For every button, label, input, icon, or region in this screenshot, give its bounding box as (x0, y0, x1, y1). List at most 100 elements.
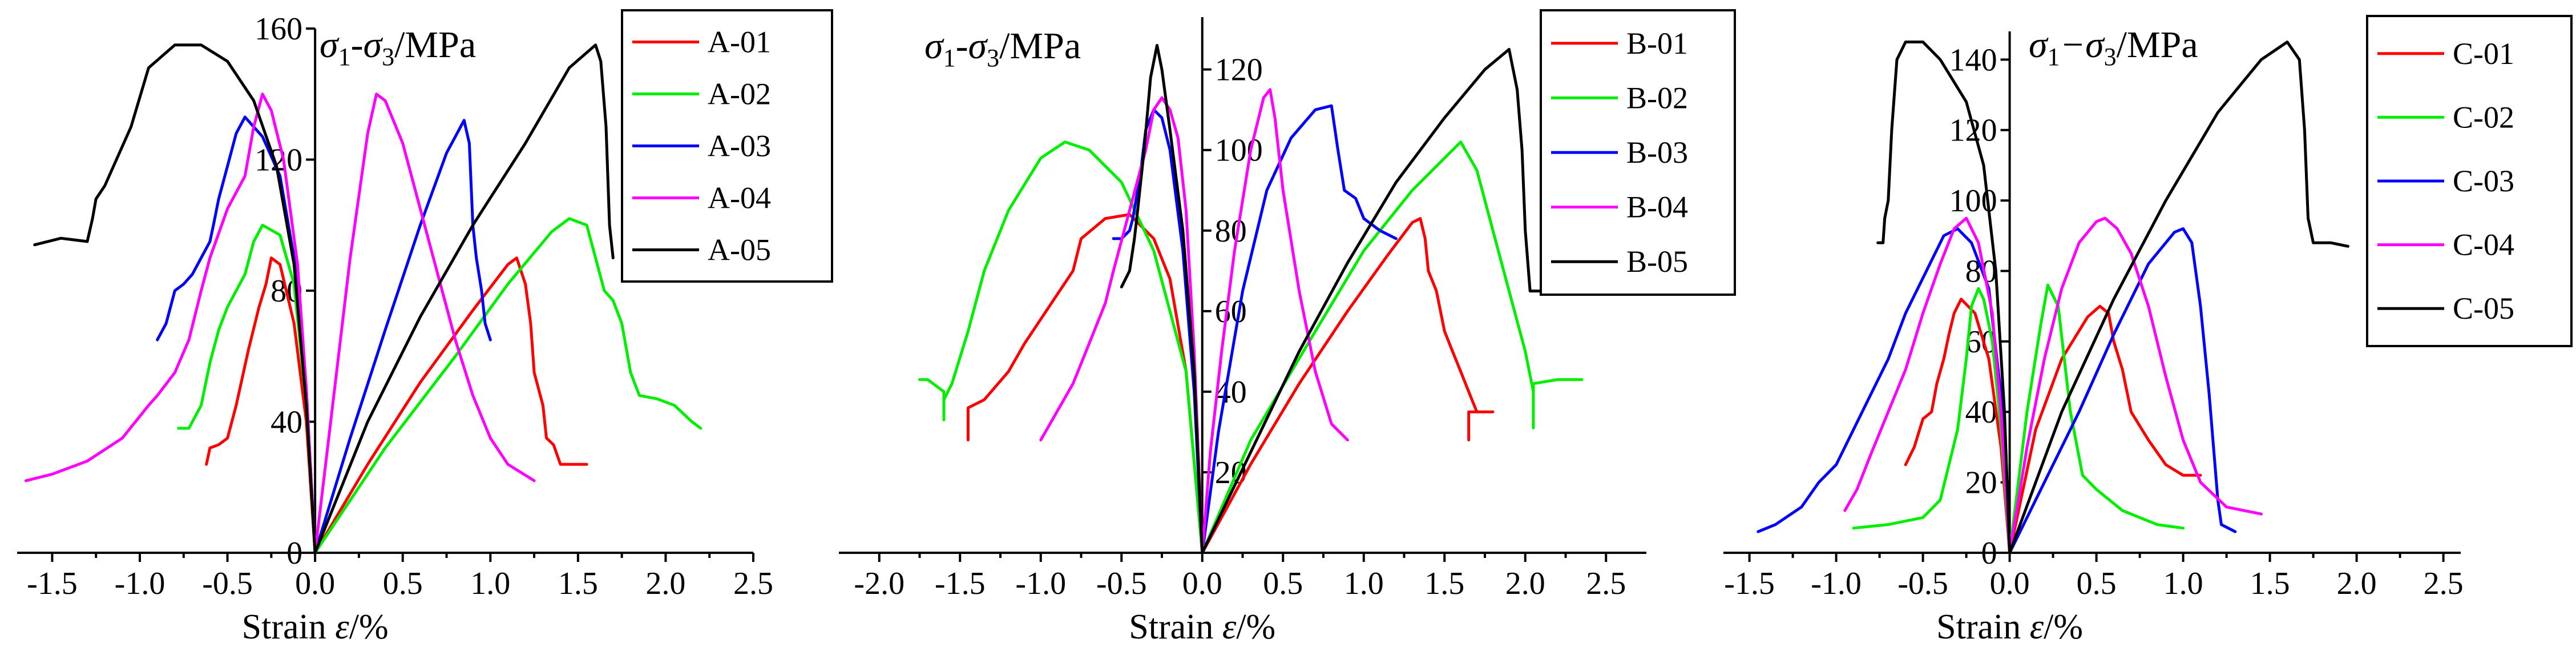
series-line-c-01-right (2008, 304, 2202, 555)
panel-a: -1.5 -1.0 -0.5 0.0 0.5 1.0 1.5 2.0 2.50408012016… (17, 9, 833, 646)
y-axis-label-part: σ (2029, 24, 2049, 66)
series-a-02 (177, 217, 702, 555)
y-tick-label: 160 (255, 11, 302, 47)
y-tick-label: 80 (1215, 214, 1247, 249)
series-c-02 (1852, 283, 2185, 555)
legend-label-c-03: C-03 (2453, 164, 2514, 198)
series-a-03 (156, 115, 492, 555)
x-axis-label-part: /% (349, 608, 389, 646)
x-tick-label: 2.5 (733, 566, 773, 601)
x-axis-label-part: ε (335, 608, 349, 646)
y-axis-label-part: σ (320, 24, 340, 66)
x-tick-label: 2.5 (1586, 566, 1626, 601)
series-line-a-04-left (24, 93, 317, 555)
x-axis-label: Strain ε/% (242, 608, 389, 646)
y-axis-label-part: -σ (351, 24, 383, 66)
y-axis-label: σ1−σ3/MPa (2029, 24, 2198, 71)
y-tick-label: 140 (1949, 42, 1997, 78)
x-tick-label: 1.0 (470, 566, 510, 601)
x-tick-label: 1.5 (1424, 566, 1464, 601)
x-axis-label-part: ε (2030, 608, 2044, 646)
series-b-03 (1112, 104, 1398, 555)
y-axis-label-part: /MPa (999, 25, 1081, 67)
legend-label-c-04: C-04 (2453, 228, 2514, 262)
legend: A-01 A-02 A-03 A-04 A-05 (621, 9, 833, 283)
y-axis-label: σ1-σ3/MPa (320, 24, 476, 71)
series-c-01 (1904, 298, 2202, 555)
y-axis-label-part: 3 (382, 43, 394, 71)
series-line-c-05-left (1876, 41, 2012, 555)
legend: B-01 B-02 B-03 B-04 B-05 (1540, 9, 1736, 296)
series-b-05 (1120, 43, 1543, 555)
x-axis-label: Strain ε/% (1129, 608, 1275, 646)
y-axis-label-part: /MPa (2117, 24, 2198, 66)
series-line-c-03-right (2008, 227, 2237, 555)
x-tick-label: 0.5 (1263, 566, 1303, 601)
series-line-a-02-left (177, 223, 317, 555)
series-line-c-04-left (1843, 216, 2012, 555)
legend-label-b-04: B-04 (1626, 190, 1688, 224)
x-axis-label: Strain ε/% (1936, 608, 2083, 646)
series-line-c-03-left (1757, 227, 2012, 555)
x-axis-label-part: /% (2044, 608, 2083, 646)
legend-label-b-02: B-02 (1626, 81, 1688, 115)
legend-label-a-03: A-03 (708, 129, 771, 163)
y-axis-label-part: 1 (943, 44, 956, 72)
x-tick-label: 2.0 (2337, 566, 2377, 601)
x-tick-label: 0.0 (1182, 566, 1222, 601)
x-tick-label: 2.5 (2424, 566, 2464, 601)
series-b-01 (966, 213, 1495, 555)
series-b-04 (1039, 88, 1349, 555)
legend-label-c-02: C-02 (2453, 100, 2514, 134)
legend-label-a-04: A-04 (708, 181, 771, 215)
series-line-b-02-left (918, 140, 1204, 555)
series-line-c-01-left (1904, 298, 2012, 555)
x-tick-label: -1.0 (115, 566, 165, 601)
series-line-b-04-right (1201, 88, 1349, 555)
series-line-b-01-left (966, 213, 1204, 555)
x-tick-label: -1.5 (935, 566, 986, 601)
x-tick-label: 1.5 (2250, 566, 2290, 601)
series-line-a-05-left (33, 43, 317, 555)
y-axis-label-part: 3 (987, 44, 999, 72)
y-axis-label-part: /MPa (394, 24, 476, 66)
series-line-b-04-left (1039, 96, 1204, 555)
x-tick-label: -0.5 (202, 566, 253, 601)
y-axis-label: σ1-σ3/MPa (924, 25, 1081, 72)
x-tick-label: -1.5 (27, 566, 78, 601)
panel-b: -2.0 -1.5 -1.0 -0.5 0.0 0.5 1.0 1.5 2.0 2.5204060… (839, 9, 1736, 646)
x-tick-label: 1.0 (2163, 566, 2203, 601)
series-line-a-01-left (205, 256, 317, 555)
legend-label-a-02: A-02 (708, 77, 771, 111)
series-line-c-02-left (1852, 287, 2012, 555)
x-tick-label: 1.0 (1344, 566, 1384, 601)
x-tick-label: 0.5 (383, 566, 423, 601)
y-tick-label: 0 (1981, 536, 1997, 571)
x-axis-label-part: Strain (1936, 608, 2030, 646)
x-tick-label: -2.0 (854, 566, 905, 601)
y-tick-label: 20 (1965, 465, 1997, 501)
series-line-b-01-right (1201, 217, 1495, 555)
x-tick-label: 2.0 (1505, 566, 1545, 601)
series-line-a-05-right (313, 43, 615, 555)
x-tick-label: 0.5 (2077, 566, 2117, 601)
y-tick-label: 40 (1215, 375, 1247, 410)
series-line-c-05-right (2008, 41, 2349, 555)
series-line-a-02-right (313, 217, 702, 555)
legend-label-c-05: C-05 (2453, 291, 2514, 326)
y-axis-label-part: −σ (2060, 24, 2106, 66)
series-line-c-02-right (2008, 283, 2185, 555)
series-line-a-01-right (313, 256, 588, 555)
x-tick-label: 2.0 (645, 566, 685, 601)
series-line-c-04-right (2008, 216, 2263, 555)
x-tick-label: 1.5 (558, 566, 598, 601)
y-tick-label: 40 (270, 405, 302, 440)
series-line-b-03-right (1201, 104, 1398, 555)
x-tick-label: -0.5 (1096, 566, 1147, 601)
series-line-b-02-right (1201, 140, 1584, 555)
series-a-04 (24, 93, 536, 555)
series-line-a-03-right (313, 119, 492, 555)
series-c-05 (1876, 41, 2349, 555)
